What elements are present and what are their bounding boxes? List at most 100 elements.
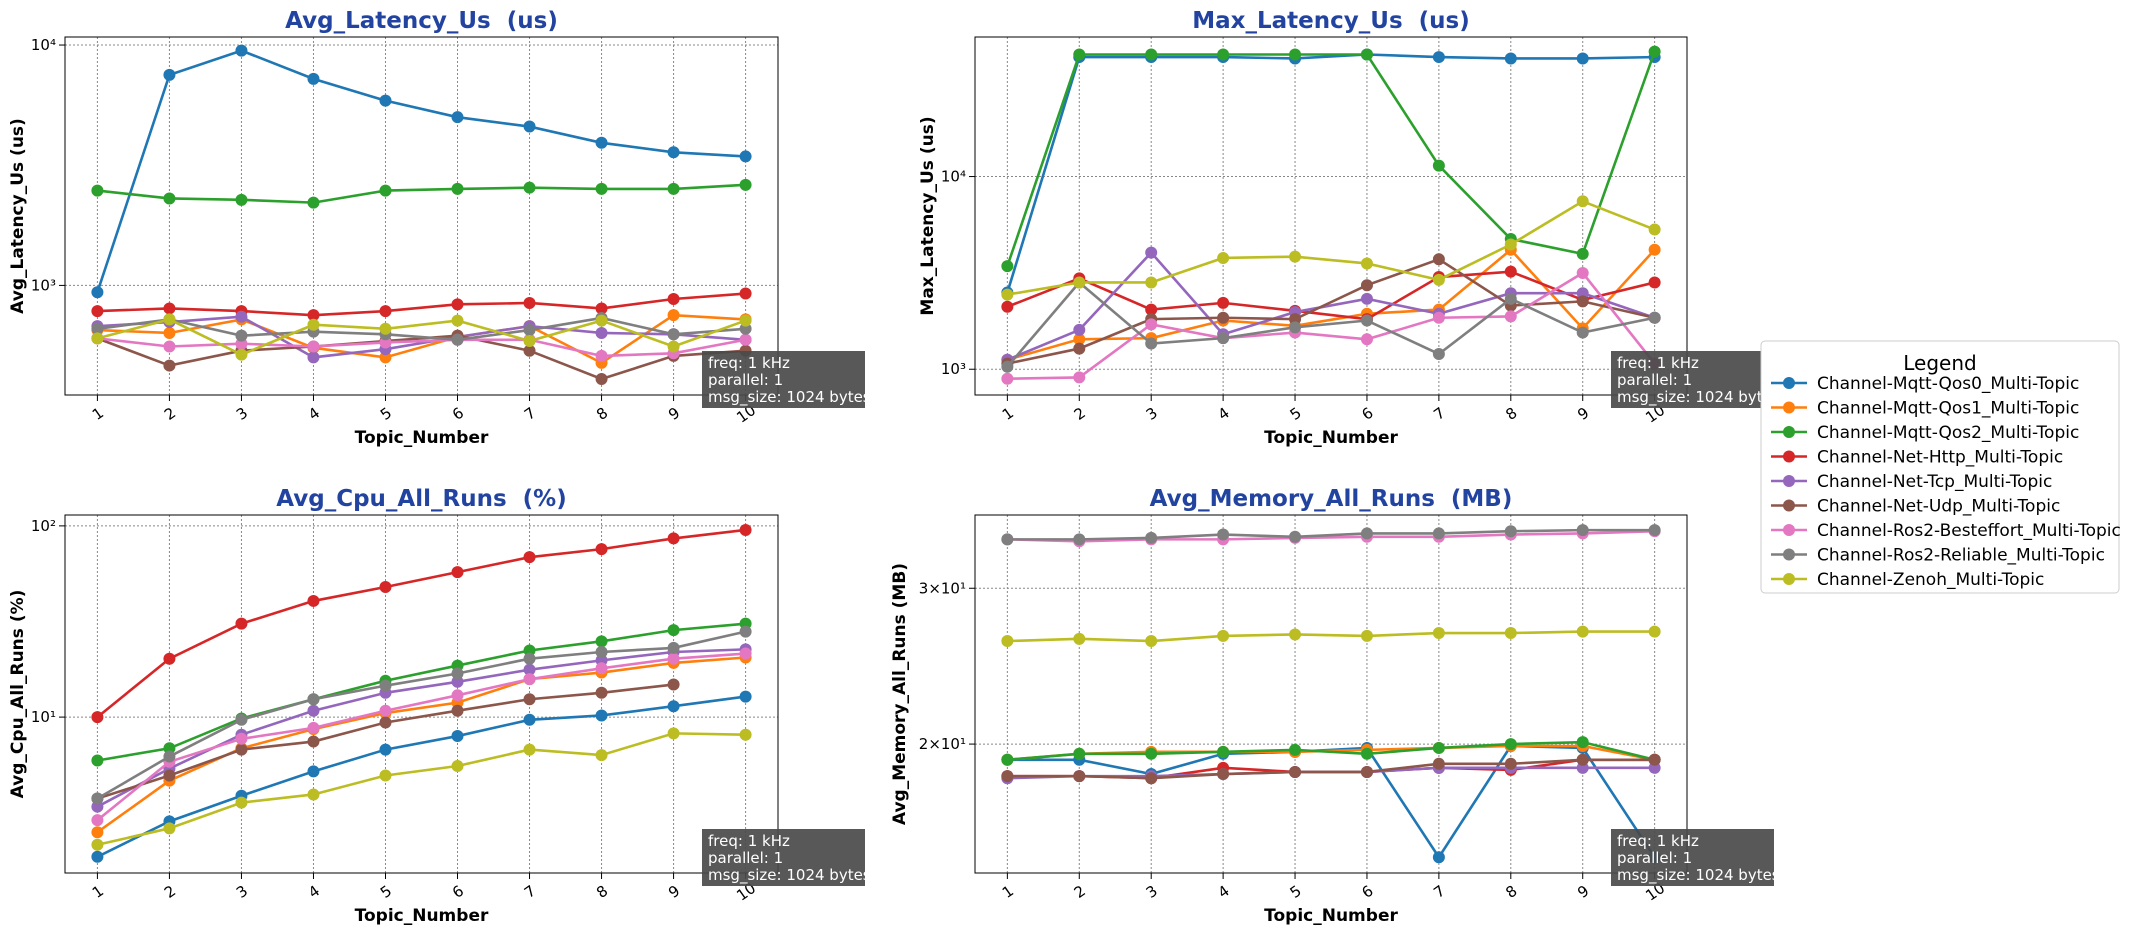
x-axis-label: Topic_Number [1264,428,1398,448]
annotation-text: msg_size: 1024 bytes [708,388,871,407]
data-point [91,850,104,863]
data-point [1504,525,1517,538]
x-tick-label: 7 [1430,882,1448,902]
x-tick-label: 1 [999,404,1017,424]
data-point [379,322,392,335]
data-point [1145,772,1158,785]
series-line [1007,271,1656,381]
data-point [1001,635,1014,648]
data-point [307,765,320,778]
data-point [1289,48,1302,61]
data-point [163,769,176,782]
x-tick-label: 3 [233,404,251,424]
data-point [1001,753,1014,766]
data-point [91,286,104,299]
data-point [235,743,248,756]
data-point [451,182,464,195]
legend-label: Channel-Net-Http_Multi-Topic [1817,448,2063,468]
data-point [307,693,320,706]
data-point [523,344,536,357]
legend-marker [1783,524,1795,536]
x-tick-label: 8 [1502,882,1520,902]
data-point [163,192,176,205]
data-point [451,111,464,124]
y-tick-label: 10³ [31,276,56,294]
data-point [523,324,536,337]
series-line [97,732,746,847]
x-tick-label: 2 [161,882,179,902]
data-point [523,644,536,657]
data-point [667,727,680,740]
plot-frame [64,36,779,396]
data-point [1360,48,1373,61]
data-point [595,662,608,675]
data-point [595,635,608,648]
data-point [523,743,536,756]
x-tick-label: 8 [593,882,611,902]
data-point [1576,266,1589,279]
data-point [235,348,248,361]
data-point [1360,292,1373,305]
data-point [1073,276,1086,289]
data-point [1001,372,1014,385]
y-tick-label: 10² [31,517,56,535]
data-point [379,184,392,197]
data-point [1648,311,1661,324]
data-point [1073,770,1086,783]
data-point [1217,311,1230,324]
y-axis-label: Avg_Cpu_All_Runs (%) [8,590,28,799]
data-point [1073,333,1086,346]
series-line [1007,529,1655,543]
data-point [1073,371,1086,384]
data-point [1360,765,1373,778]
x-tick-label: 1 [999,882,1017,902]
data-point [667,624,680,637]
data-point [1001,300,1014,313]
data-point [1145,303,1158,316]
data-point [739,322,752,335]
series-line [97,622,746,762]
data-point [1073,342,1086,355]
data-point [667,700,680,713]
data-point [1217,629,1230,642]
data-point [1145,318,1158,331]
data-point [1217,745,1230,758]
data-point [1145,337,1158,350]
annotation-box [702,351,865,408]
data-point [451,689,464,702]
data-point [1217,528,1230,541]
x-axis-label: Topic_Number [355,428,489,448]
data-point [379,581,392,594]
data-point [451,566,464,579]
data-point [307,594,320,607]
data-point [91,711,104,724]
x-tick-label: 7 [521,404,539,424]
data-point [235,193,248,206]
x-tick-label: 6 [449,882,467,902]
data-point [91,792,104,805]
data-point [235,796,248,809]
legend-label: Channel-Net-Udp_Multi-Topic [1817,497,2060,517]
data-point [1001,770,1014,783]
data-point [1217,251,1230,264]
legend-label: Channel-Ros2-Reliable_Multi-Topic [1817,546,2105,566]
data-point [451,759,464,772]
annotation-text: freq: 1 kHz [708,354,790,372]
data-point [451,333,464,346]
data-point [667,309,680,322]
x-tick-label: 9 [1574,882,1592,902]
data-point [235,617,248,630]
series-line [97,183,746,204]
data-point [595,686,608,699]
chart-title: Max_Latency_Us (us) [1192,8,1469,34]
data-point [1289,765,1302,778]
annotation-box [1611,351,1774,408]
data-point [1360,314,1373,327]
data-point [163,652,176,665]
y-tick-label: 2×10¹ [919,735,966,753]
data-point [163,359,176,372]
data-point [1432,311,1445,324]
x-tick-label: 6 [449,404,467,424]
legend-marker [1783,573,1795,585]
